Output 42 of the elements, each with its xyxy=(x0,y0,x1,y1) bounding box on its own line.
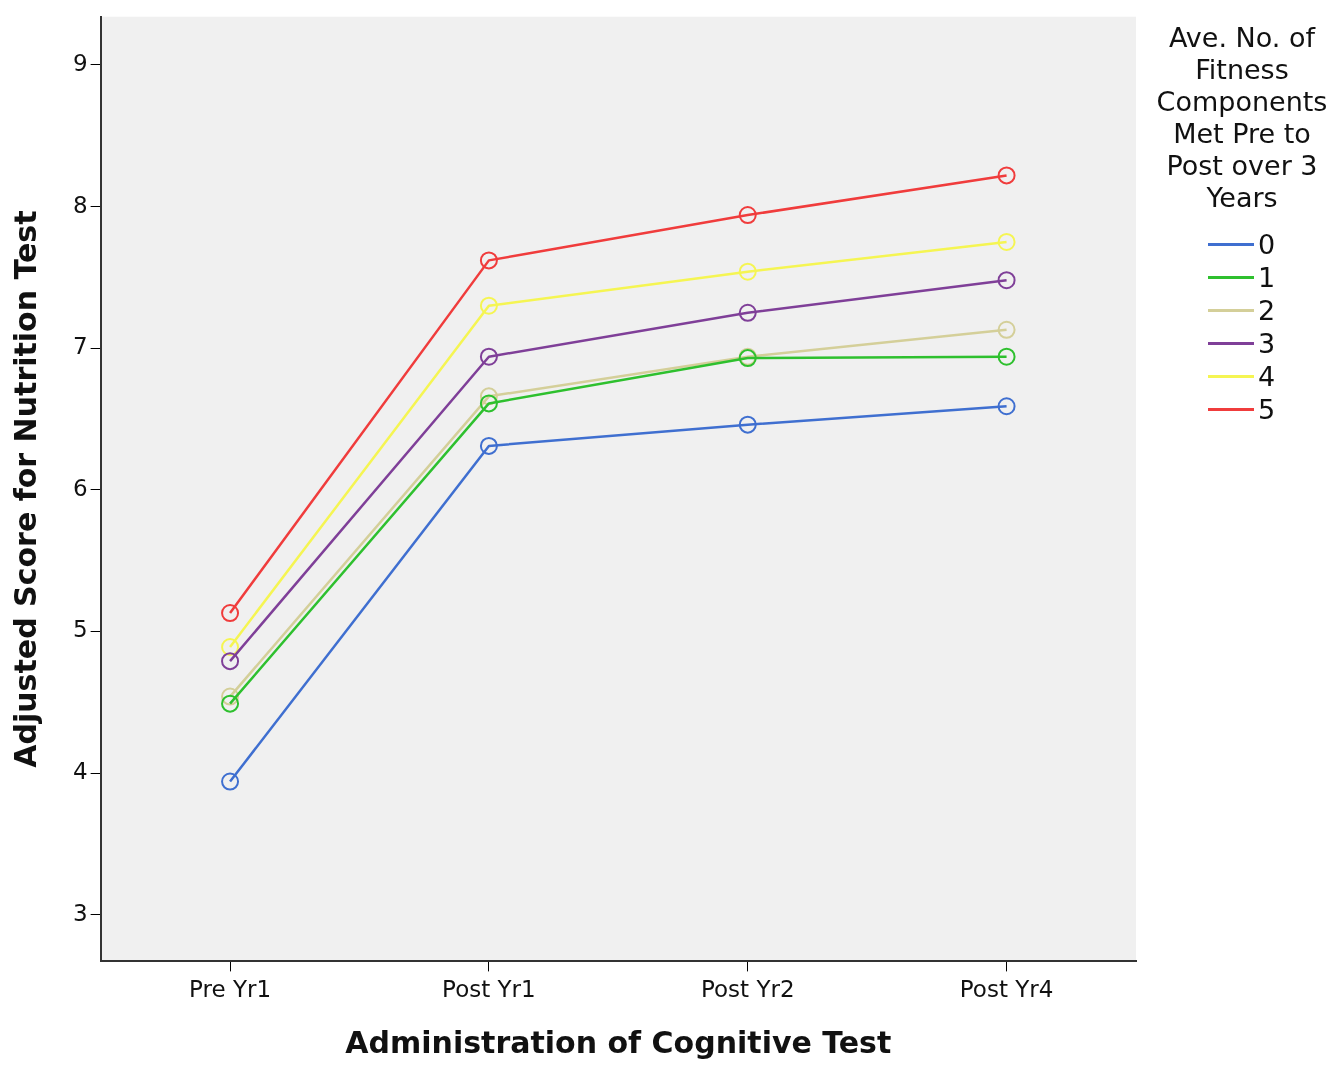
point xyxy=(221,772,240,791)
y-tick-label: 8 xyxy=(72,191,88,218)
point xyxy=(479,394,498,413)
x-tick-label: Pre Yr1 xyxy=(189,976,272,1003)
point xyxy=(997,347,1016,366)
point xyxy=(738,415,757,434)
point xyxy=(221,652,240,671)
y-tick-label: 5 xyxy=(72,616,88,643)
y-axis-title: Adjusted Score for Nutrition Test xyxy=(7,210,43,768)
x-tick-label: Post Yr2 xyxy=(700,976,795,1003)
point xyxy=(997,166,1016,185)
point xyxy=(479,296,498,315)
point xyxy=(738,303,757,322)
point xyxy=(997,397,1016,416)
y-tick-label: 6 xyxy=(72,474,88,501)
y-tick-label: 9 xyxy=(72,49,88,76)
legend-label: 1 xyxy=(1258,262,1276,293)
x-axis-title: Administration of Cognitive Test xyxy=(345,1024,892,1060)
point xyxy=(221,694,240,713)
x-tick-label: Post Yr4 xyxy=(959,976,1054,1003)
point xyxy=(479,387,498,406)
y-tick-label: 7 xyxy=(72,333,88,360)
point xyxy=(479,436,498,455)
legend-label: 0 xyxy=(1258,229,1276,260)
point xyxy=(738,206,757,225)
point xyxy=(479,347,498,366)
point xyxy=(997,271,1016,290)
point xyxy=(997,320,1016,339)
point xyxy=(221,638,240,657)
point xyxy=(221,604,240,623)
legend-title: Ave. No. of Fitness Components Met Pre to Post over 3 Years xyxy=(1155,22,1329,214)
legend-label: 2 xyxy=(1258,295,1276,326)
point xyxy=(997,232,1016,251)
legend-label: 3 xyxy=(1258,328,1276,359)
y-tick-label: 3 xyxy=(72,899,88,926)
point xyxy=(738,262,757,281)
legend-label: 4 xyxy=(1258,361,1276,392)
point xyxy=(221,687,240,706)
legend-label: 5 xyxy=(1258,394,1276,425)
x-tick-label: Post Yr1 xyxy=(442,976,536,1003)
y-tick-label: 4 xyxy=(72,758,88,785)
point xyxy=(479,251,498,270)
